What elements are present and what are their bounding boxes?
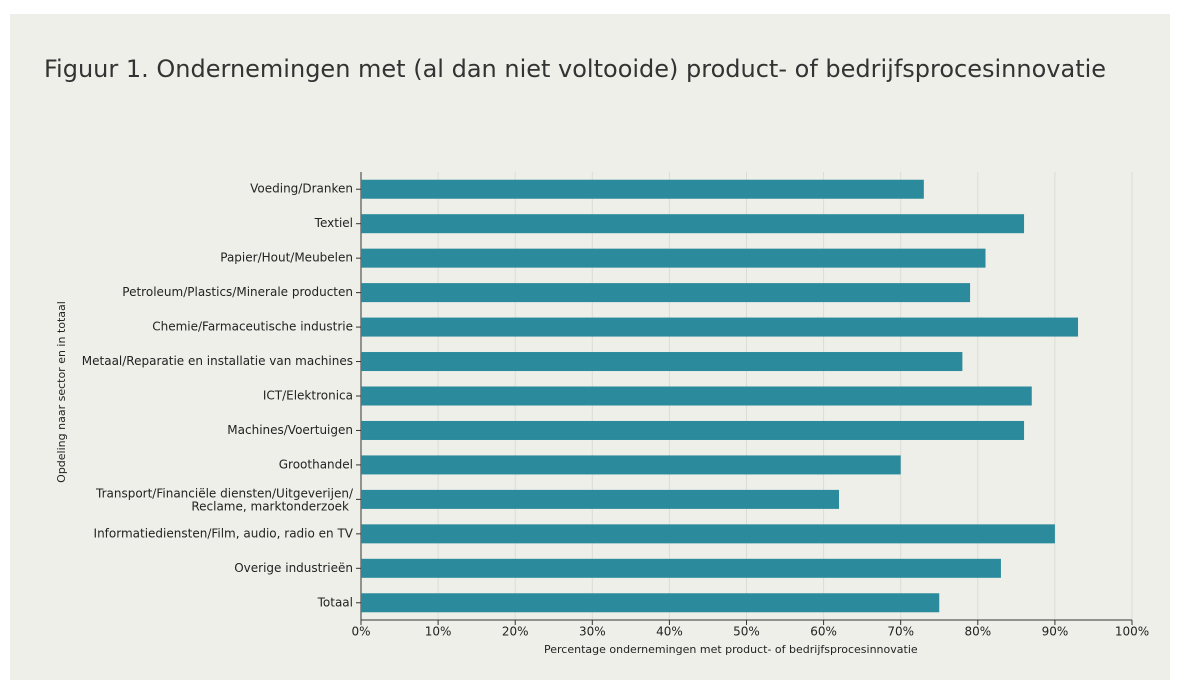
x-tick-label: 70% (887, 625, 914, 639)
y-tick-label: Papier/Hout/Meubelen (220, 251, 353, 265)
chart-title: Figuur 1. Ondernemingen met (al dan niet… (44, 55, 1106, 83)
bar (361, 593, 940, 613)
y-tick-label: ICT/Elektronica (263, 389, 353, 403)
x-tick-label: 20% (502, 625, 529, 639)
bar (361, 524, 1055, 544)
bar (361, 317, 1079, 337)
bar (361, 386, 1032, 406)
y-tick-label: Informatiediensten/Film, audio, radio en… (94, 526, 354, 540)
y-tick-label: Machines/Voertuigen (227, 423, 353, 437)
y-tick-label: Groothandel (279, 457, 353, 471)
x-tick-label: 60% (810, 625, 837, 639)
x-tick-label: 10% (425, 625, 452, 639)
x-tick-label: 80% (964, 625, 991, 639)
y-tick-label: Totaal (317, 595, 353, 609)
x-axis-label: Percentage ondernemingen met product- of… (544, 643, 918, 656)
panel (10, 14, 1170, 680)
bar (361, 248, 986, 268)
bar (361, 558, 1001, 578)
bar (361, 420, 1025, 440)
x-tick-label: 50% (733, 625, 760, 639)
y-tick-label: Overige industrieën (234, 561, 353, 575)
x-tick-label: 30% (579, 625, 606, 639)
bar (361, 455, 901, 475)
x-tick-label: 90% (1042, 625, 1069, 639)
y-tick-label: Textiel (314, 216, 353, 230)
bar (361, 283, 971, 303)
y-tick-label: Petroleum/Plastics/Minerale producten (122, 285, 353, 299)
bar (361, 214, 1025, 234)
y-axis-label: Opdeling naar sector en in totaal (55, 301, 68, 483)
bar (361, 489, 840, 509)
x-tick-label: 0% (351, 625, 370, 639)
bar (361, 179, 924, 199)
x-tick-label: 100% (1115, 625, 1149, 639)
y-tick-label: Transport/Financiële diensten/Uitgeverij… (95, 486, 354, 513)
bar (361, 352, 963, 372)
y-tick-label: Voeding/Dranken (250, 182, 353, 196)
y-tick-label: Metaal/Reparatie en installatie van mach… (82, 354, 353, 368)
x-tick-label: 40% (656, 625, 683, 639)
y-tick-label: Chemie/Farmaceutische industrie (152, 320, 353, 334)
